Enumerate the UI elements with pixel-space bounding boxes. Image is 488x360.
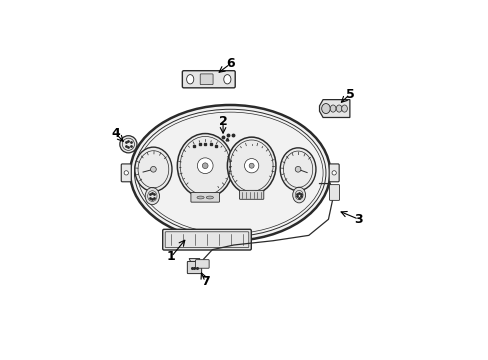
Ellipse shape <box>124 171 128 175</box>
Ellipse shape <box>150 166 156 172</box>
FancyBboxPatch shape <box>190 193 219 202</box>
Ellipse shape <box>205 75 212 84</box>
Text: 2: 2 <box>218 114 227 127</box>
Ellipse shape <box>130 105 329 241</box>
FancyBboxPatch shape <box>239 190 263 199</box>
FancyBboxPatch shape <box>187 261 201 274</box>
Ellipse shape <box>331 171 336 175</box>
Ellipse shape <box>244 158 258 173</box>
Ellipse shape <box>280 148 315 191</box>
Text: 6: 6 <box>225 57 234 71</box>
Text: 4: 4 <box>111 127 120 140</box>
Ellipse shape <box>329 105 335 112</box>
Ellipse shape <box>177 134 233 198</box>
Ellipse shape <box>145 188 159 204</box>
Text: 5: 5 <box>345 88 353 101</box>
FancyBboxPatch shape <box>195 260 209 268</box>
Polygon shape <box>319 100 349 117</box>
Ellipse shape <box>206 196 213 199</box>
Ellipse shape <box>336 105 341 112</box>
Text: 7: 7 <box>201 275 209 288</box>
FancyBboxPatch shape <box>200 74 213 85</box>
Polygon shape <box>189 258 200 262</box>
FancyBboxPatch shape <box>328 164 339 182</box>
Ellipse shape <box>197 196 203 199</box>
Ellipse shape <box>120 136 137 153</box>
FancyBboxPatch shape <box>163 229 251 250</box>
Ellipse shape <box>248 163 254 168</box>
Ellipse shape <box>292 187 305 203</box>
Ellipse shape <box>341 105 346 112</box>
Ellipse shape <box>321 104 329 113</box>
FancyBboxPatch shape <box>182 71 235 88</box>
FancyBboxPatch shape <box>121 164 131 182</box>
Ellipse shape <box>197 158 213 174</box>
Ellipse shape <box>202 163 207 168</box>
Ellipse shape <box>224 75 230 84</box>
FancyBboxPatch shape <box>329 185 339 201</box>
Text: 1: 1 <box>166 250 175 263</box>
Ellipse shape <box>227 137 275 194</box>
Ellipse shape <box>295 166 300 172</box>
Ellipse shape <box>135 147 172 192</box>
Ellipse shape <box>186 75 193 84</box>
Text: 3: 3 <box>354 213 363 226</box>
